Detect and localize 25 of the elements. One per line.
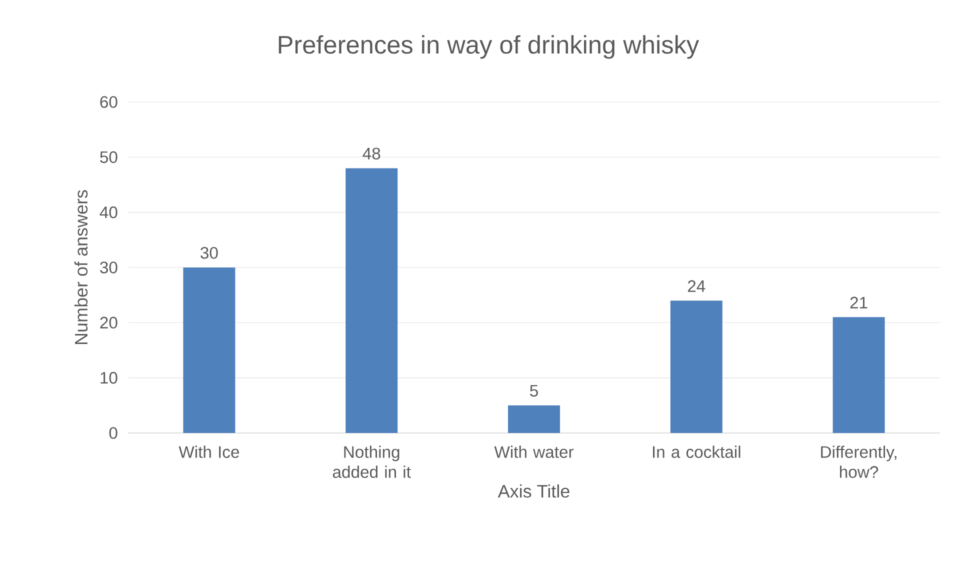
y-axis-title: Number of answers [74,190,88,344]
data-label: 5 [530,385,538,397]
x-tick-label: Nothing added in it [332,446,411,478]
bar [508,405,560,433]
data-label: 21 [850,296,868,308]
x-tick-label: With water [494,446,574,458]
bar [183,267,236,433]
bar [670,300,722,433]
y-tick-label: 60 [100,96,118,108]
x-tick-label: Differently, how? [821,446,896,478]
data-label: 48 [362,148,380,160]
x-tick-label: In a cocktail [653,446,740,458]
y-tick-label: 30 [100,262,118,274]
data-label: 30 [200,246,218,259]
y-tick-label: 0 [109,427,118,439]
bar [346,168,398,433]
chart-title: Preferences in way of drinking whisky [278,35,700,59]
data-label: 24 [688,280,706,292]
y-tick-label: 20 [100,316,118,329]
y-tick-label: 40 [100,206,118,218]
y-tick-label: 10 [100,372,118,384]
x-tick-label: With Ice [178,446,240,458]
y-tick-label: 50 [100,151,118,164]
bar [832,317,885,433]
x-axis-title: Axis Title [498,484,570,498]
